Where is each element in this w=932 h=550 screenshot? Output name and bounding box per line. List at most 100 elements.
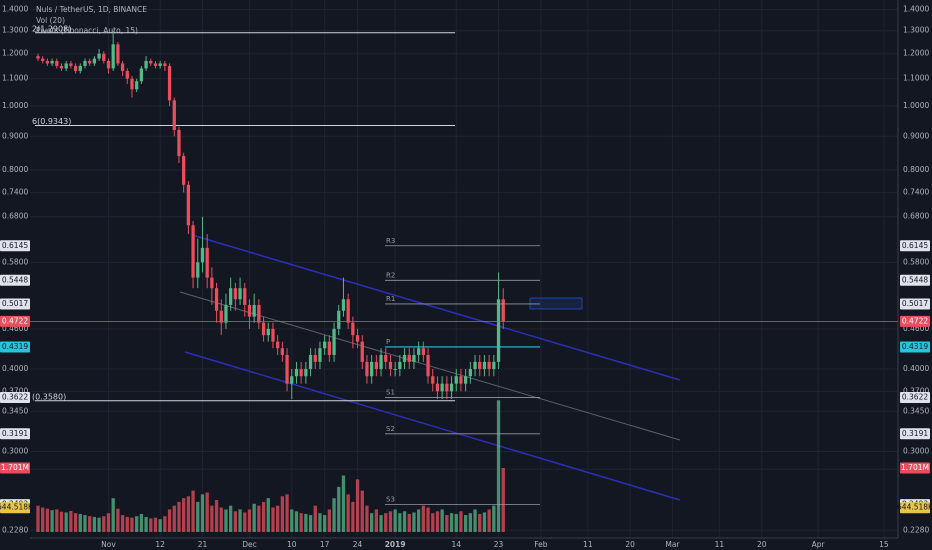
candle-body (370, 361, 374, 377)
candle-body (229, 288, 233, 305)
pivot-name: S2 (386, 425, 395, 433)
volume-bar (482, 512, 487, 532)
y-tick-label: 0.4600 (903, 324, 929, 333)
volume-bar (78, 513, 82, 532)
y-tick-label: 1.1000 (2, 74, 28, 83)
x-tick-label: Dec (242, 540, 257, 549)
price-label-box (900, 502, 930, 514)
price-label: 0.4722 (902, 316, 928, 325)
candle-body (417, 348, 421, 355)
candle-body (55, 60, 59, 66)
x-tick-label: 12 (155, 540, 165, 549)
candle-body (191, 225, 195, 278)
price-label: 644.518K (0, 503, 34, 512)
candle-body (294, 368, 299, 377)
candle-body (323, 341, 327, 349)
volume-bar (92, 516, 97, 532)
candle-body (290, 376, 294, 384)
channel-line (184, 351, 681, 501)
y-tick-label: 0.9000 (2, 131, 28, 140)
candle-body (69, 63, 73, 66)
candle-body (445, 383, 449, 392)
candle-body (402, 354, 407, 362)
volume-bar (290, 509, 294, 532)
price-label-box (0, 274, 30, 286)
y-tick-label: 0.5800 (2, 257, 28, 266)
volume-bar (412, 512, 416, 532)
price-label: 1.701M (901, 463, 929, 472)
volume-bar (224, 509, 228, 532)
volume-bar (501, 467, 505, 532)
volume-bar (116, 508, 120, 532)
candle-body (139, 68, 144, 82)
pivot-name: R2 (386, 271, 395, 279)
candle-body (73, 65, 78, 71)
price-label: 0.5448 (2, 275, 28, 284)
y-tick-label: 0.3700 (903, 386, 929, 395)
indicator-label: Vol (20) (36, 16, 65, 25)
volume-bar (365, 505, 369, 532)
volume-bar (431, 513, 435, 532)
volume-bar (243, 512, 247, 532)
y-tick-label: 0.4600 (2, 324, 28, 333)
candle-body (308, 354, 313, 369)
volume-bar (440, 509, 444, 532)
volume-bar (318, 513, 322, 532)
y-tick-label: 0.2280 (2, 525, 28, 534)
volume-bar (492, 505, 496, 532)
candle-body (92, 58, 97, 64)
volume-bar (294, 511, 299, 532)
x-tick-label: 15 (879, 540, 889, 549)
x-tick-label: 14 (451, 540, 461, 549)
candle-body (177, 129, 181, 157)
candle-body (492, 361, 496, 369)
candle-body (346, 299, 350, 323)
x-tick-label: 2019 (385, 540, 406, 549)
price-label: 0.5017 (902, 299, 928, 308)
candle-body (120, 63, 125, 71)
indicator-label: Pivots (Fibonacci, Auto, 15) (36, 26, 138, 35)
y-tick-label: 0.4000 (903, 364, 929, 373)
candle-body (153, 63, 158, 66)
price-label-box (0, 298, 30, 310)
volume-bar (379, 515, 383, 532)
volume-bar (266, 498, 270, 532)
candle-body (210, 277, 214, 289)
volume-bar (158, 519, 162, 532)
price-label: 0.3622 (902, 392, 928, 401)
candle-body (144, 60, 148, 69)
candle-body (407, 354, 411, 362)
price-label: 0.5017 (2, 299, 28, 308)
x-tick-label: 21 (198, 540, 208, 549)
candle-body (304, 368, 308, 377)
volume-bar (271, 507, 275, 532)
x-tick-label: Mar (665, 540, 680, 549)
candle-body (341, 299, 346, 311)
price-label-box (0, 391, 30, 403)
candle-body (478, 361, 482, 369)
volume-bar (139, 513, 144, 532)
volume-bar (417, 509, 421, 532)
price-label-box (900, 274, 930, 286)
candle-body (435, 383, 440, 392)
price-label-box (0, 502, 30, 514)
y-tick-label: 1.2000 (2, 49, 28, 58)
volume-bar (120, 515, 125, 532)
volume-bar (88, 516, 92, 532)
volume-bar (210, 505, 214, 532)
candle-body (285, 354, 289, 384)
candle-body (398, 361, 402, 369)
candle-body (426, 354, 430, 377)
x-tick-label: Feb (534, 540, 548, 549)
pivot-name: S3 (386, 496, 395, 504)
volume-bar (346, 494, 350, 532)
candle-body (374, 361, 378, 369)
candle-body (214, 288, 219, 311)
volume-bar (36, 505, 40, 532)
candle-body (200, 247, 205, 263)
price-label-box (900, 462, 930, 474)
y-tick-label: 0.6800 (2, 212, 28, 221)
volume-bar (257, 505, 261, 532)
volume-bar (299, 513, 303, 532)
